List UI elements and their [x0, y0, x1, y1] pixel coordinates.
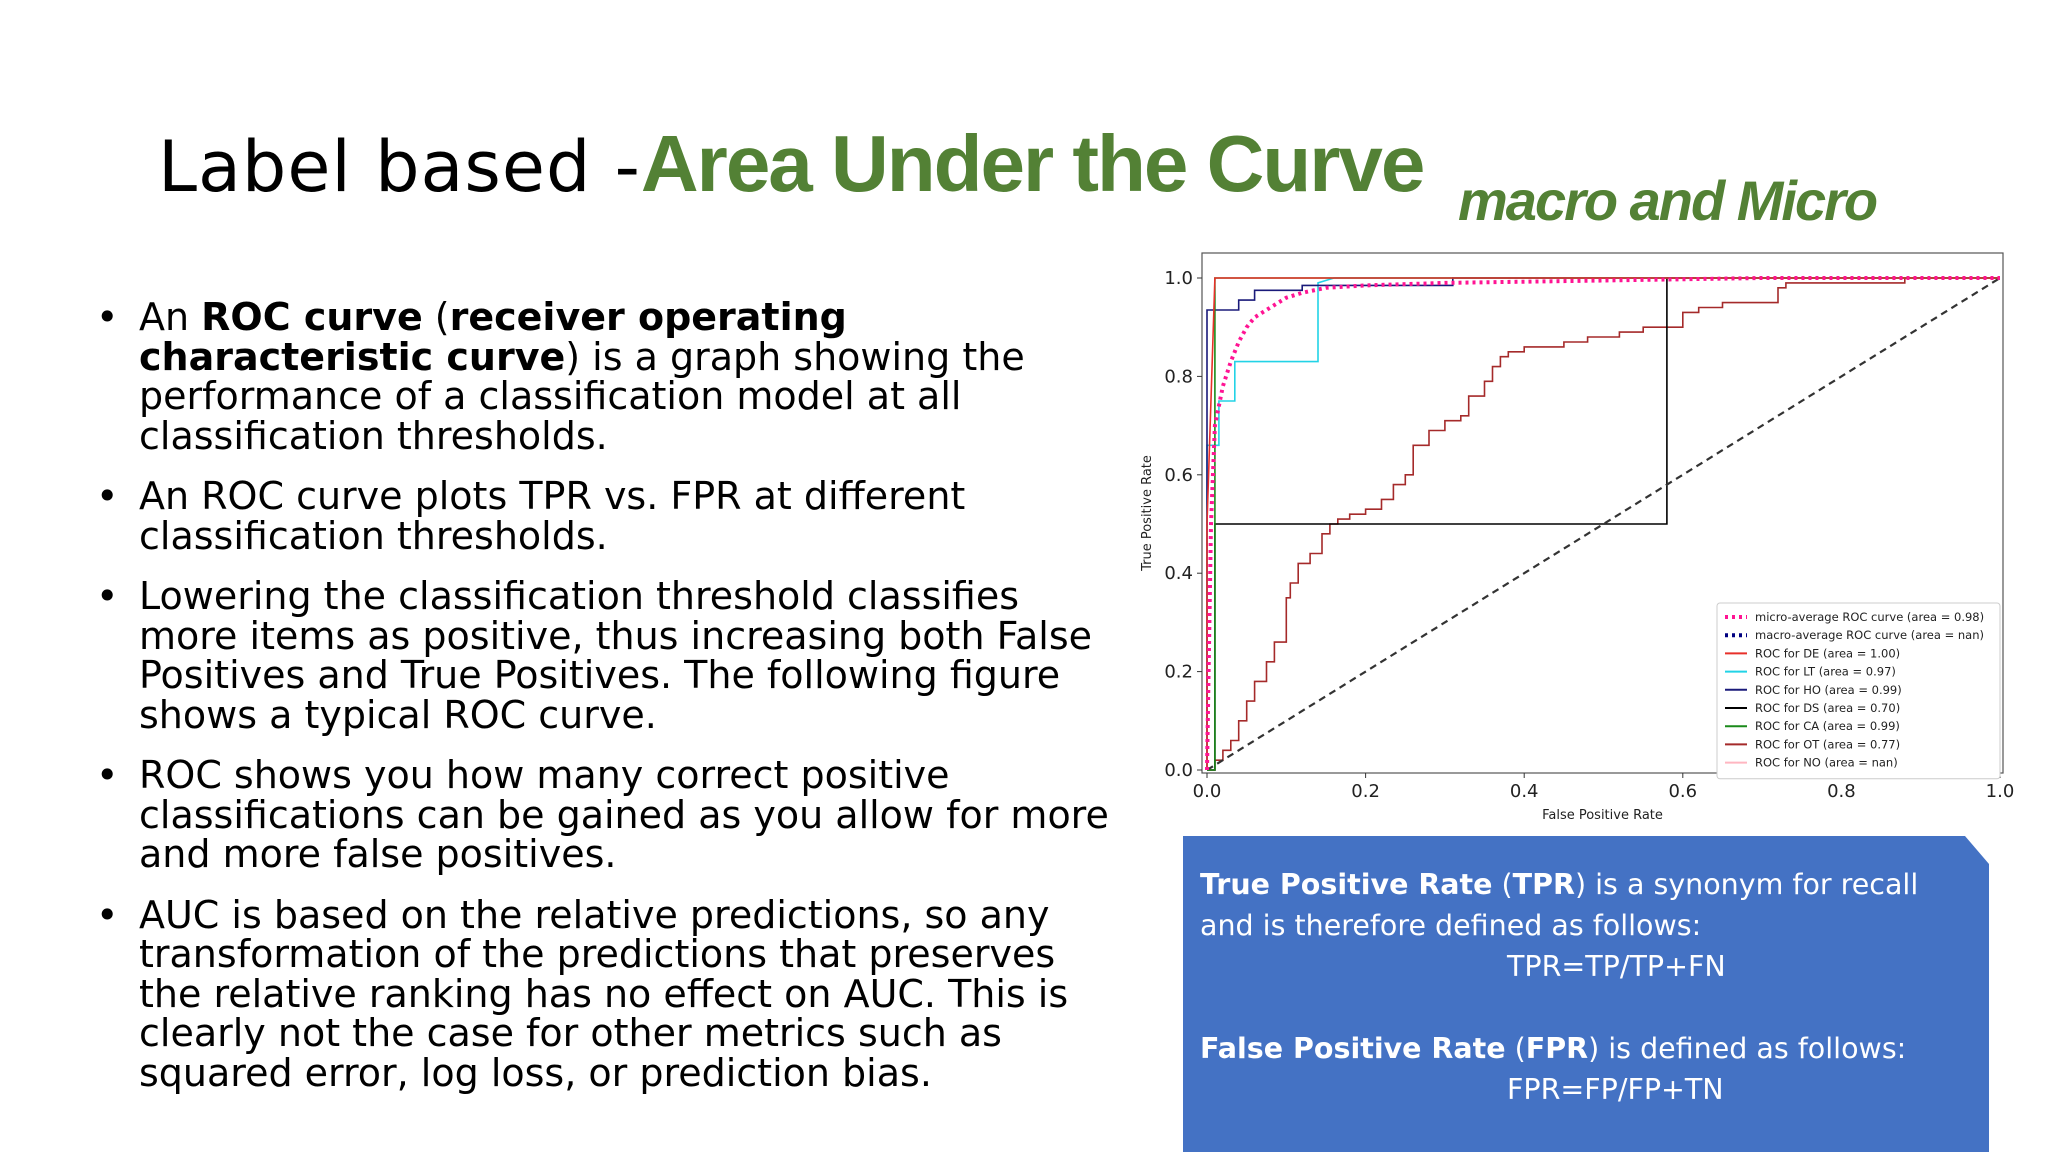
definition-text: True Positive Rate (TPR) is a synonym fo…: [1200, 864, 1980, 1110]
bullet-item: Lowering the classification threshold cl…: [96, 574, 1126, 737]
tpr-paren: (: [1492, 868, 1513, 901]
definition-box-shape: [1183, 836, 1989, 1152]
bullet-text: An: [139, 295, 202, 339]
legend-label: ROC for HO (area = 0.99): [1755, 683, 1902, 697]
y-tick-label: 0.0: [1164, 760, 1193, 781]
x-tick-label: 0.6: [1668, 781, 1697, 802]
bullet-item: An ROC curve plots TPR vs. FPR at differ…: [96, 474, 1126, 558]
legend-label: ROC for NO (area = nan): [1755, 756, 1898, 770]
series-line: [1206, 277, 2000, 770]
title-subtitle: macro and Micro: [1458, 169, 1878, 232]
legend-label: ROC for LT (area = 0.97): [1755, 665, 1896, 679]
x-tick-label: 0.4: [1510, 781, 1539, 802]
x-axis-label: False Positive Rate: [1542, 808, 1663, 823]
fpr-definition: False Positive Rate (FPR) is defined as …: [1200, 1028, 1980, 1069]
bullet-text: AUC is based on the relative predictions…: [139, 892, 1069, 1095]
tpr-term: True Positive Rate: [1200, 868, 1493, 901]
fpr-description: ) is defined as follows:: [1588, 1032, 1907, 1065]
y-tick-label: 0.8: [1164, 366, 1193, 387]
bullet-text: An ROC curve plots TPR vs. FPR at differ…: [139, 474, 966, 558]
y-tick-label: 0.4: [1164, 563, 1193, 584]
definition-box: True Positive Rate (TPR) is a synonym fo…: [1183, 836, 1989, 1152]
title-main: Area Under the Curve: [640, 119, 1425, 208]
series-line: [1207, 277, 2000, 771]
tpr-abbr: TPR: [1512, 868, 1575, 901]
bullet-text: ROC shows you how many correct positive …: [139, 753, 1109, 876]
y-axis-label: True Positive Rate: [1140, 455, 1155, 572]
y-tick-label: 0.6: [1164, 465, 1193, 486]
tpr-description: ) is a synonym for recall and is therefo…: [1200, 868, 1919, 942]
legend-label: macro-average ROC curve (area = nan): [1755, 628, 1984, 642]
title-prefix: Label based -: [158, 126, 641, 208]
bullet-list: An ROC curve (receiver operating charact…: [96, 295, 1126, 1114]
roc-chart: 0.0 0.2 0.4 0.6 0.8 1.0 0.0 0.2 0.4 0.6 0.8 1.0 Fals…: [1135, 245, 2015, 825]
bullet-text: ) is a graph showing the performance of …: [139, 334, 1025, 458]
legend-label: ROC for CA (area = 0.99): [1755, 719, 1900, 733]
series-line: [1205, 276, 2000, 771]
bullet-item: An ROC curve (receiver operating charact…: [96, 295, 1126, 458]
bullet-text: receiver operating characteristic curve: [139, 295, 847, 379]
roc-chart-svg: 0.0 0.2 0.4 0.6 0.8 1.0 0.0 0.2 0.4 0.6 0.8 1.0 Fals…: [1140, 252, 2015, 823]
bullet-text: ROC curve: [201, 295, 423, 339]
tpr-formula: TPR=TP/TP+FN: [1507, 950, 1726, 983]
x-tick-label: 0.0: [1193, 781, 1222, 802]
fpr-term: False Positive Rate: [1200, 1032, 1506, 1065]
y-tick-label: 0.2: [1164, 662, 1193, 683]
x-tick-label: 0.2: [1351, 781, 1380, 802]
legend-box: [1716, 602, 2001, 780]
fpr-formula: FPR=FP/FP+TN: [1507, 1073, 1724, 1106]
bullet-text: Lowering the classification threshold cl…: [139, 574, 1093, 737]
legend-label: ROC for DE (area = 1.00): [1755, 646, 1900, 660]
bullet-item: ROC shows you how many correct positive …: [96, 753, 1126, 876]
y-tick-label: 1.0: [1164, 268, 1193, 289]
legend-label: ROC for OT (area = 0.77): [1755, 737, 1900, 751]
fpr-paren: (: [1505, 1032, 1526, 1065]
tpr-definition: True Positive Rate (TPR) is a synonym fo…: [1200, 864, 1980, 946]
bullet-text: (: [422, 295, 450, 339]
x-tick-label: 0.8: [1827, 781, 1856, 802]
x-tick-label: 1.0: [1986, 781, 2015, 802]
legend-label: micro-average ROC curve (area = 0.98): [1755, 610, 1984, 624]
legend-label: ROC for DS (area = 0.70): [1755, 701, 1900, 715]
slide-title: Label based -Area Under the Curve: [158, 118, 1425, 210]
bullet-item: AUC is based on the relative predictions…: [96, 892, 1126, 1095]
fpr-abbr: FPR: [1525, 1032, 1589, 1065]
